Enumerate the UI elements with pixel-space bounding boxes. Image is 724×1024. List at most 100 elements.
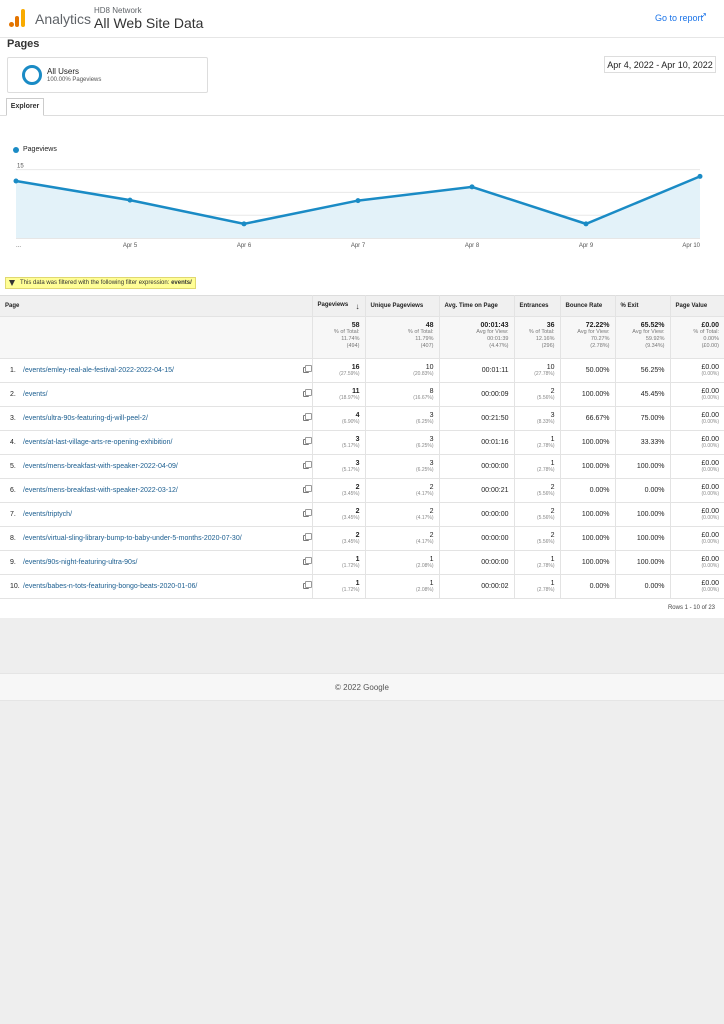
pageviews-cell-percent: (18.97%) [339, 394, 360, 401]
copy-link-icon[interactable] [302, 413, 311, 421]
pageviews-cell-percent: (1.72%) [341, 562, 360, 569]
y-tick-label: 15 [17, 164, 24, 170]
x-tick-label: Apr 10 [682, 243, 700, 249]
exit-cell-value: 0.00% [644, 487, 665, 494]
exit-cell: 100.00% [615, 454, 671, 479]
exit-cell: 0.00% [615, 478, 671, 503]
avg-time-cell: 00:00:00 [439, 502, 515, 527]
avg-time-cell: 00:01:11 [439, 358, 515, 383]
avg-time-cell-value: 00:21:50 [481, 415, 509, 422]
top-header: Analytics HD8 Network All Web Site Data … [0, 0, 724, 38]
page-link[interactable]: /events/mens-breakfast-with-speaker-2022… [23, 463, 178, 470]
col-header-pageviews[interactable]: Pageviews ↓ [312, 295, 366, 317]
page-link[interactable]: /events/emley-real-ale-festival-2022-202… [23, 367, 174, 374]
unique-pageviews-cell-value: 2 [429, 507, 434, 515]
entrances-cell-value: 2 [550, 387, 555, 395]
unique-pageviews-cell-percent: (16.67%) [413, 394, 434, 401]
filter-notice: This data was filtered with the followin… [5, 277, 196, 289]
data-point[interactable] [127, 197, 133, 203]
pageviews-cell: 11 (18.97%) [312, 382, 366, 407]
total-entrances-value: 36 [546, 322, 555, 329]
table-header-row: Page Pageviews ↓ Unique Pageviews Avg. T… [0, 295, 724, 317]
copy-link-icon[interactable] [302, 437, 311, 445]
data-point[interactable] [355, 198, 361, 204]
total-entrances-note: % of Total: [528, 329, 555, 335]
copy-link-icon[interactable] [302, 581, 311, 589]
page-link[interactable]: /events/triptych/ [23, 511, 73, 518]
data-point[interactable] [697, 173, 703, 179]
copy-link-icon[interactable] [302, 533, 311, 541]
unique-pageviews-cell: 3 (6.25%) [365, 406, 440, 431]
pageviews-cell: 3 (5.17%) [312, 430, 366, 455]
pageviews-cell-value: 16 [351, 363, 360, 371]
unique-pageviews-cell: 1 (2.08%) [365, 550, 440, 575]
total-entrances-note: 12.16% [535, 336, 555, 342]
exit-cell: 100.00% [615, 526, 671, 551]
avg-time-cell: 00:00:09 [439, 382, 515, 407]
page-link[interactable]: /events/mens-breakfast-with-speaker-2022… [23, 487, 178, 494]
entrances-cell: 2 (5.56%) [514, 478, 561, 503]
page-link[interactable]: /events/babes-n-tots-featuring-bongo-bea… [23, 583, 198, 590]
segment-card[interactable]: All Users 100.00% Pageviews [7, 57, 208, 93]
totals-row: 58% of Total: 11.74% (494) 48% of Total: 11.… [0, 316, 724, 359]
page-link[interactable]: /events/ultra-90s-featuring-dj-will-peel… [23, 415, 148, 422]
copy-link-icon[interactable] [302, 485, 311, 493]
col-header-entrances[interactable]: Entrances [514, 295, 561, 317]
unique-pageviews-cell: 3 (6.25%) [365, 454, 440, 479]
table-row: 8. /events/virtual-sling-library-bump-to-… [0, 526, 724, 551]
bounce-rate-cell: 100.00% [560, 502, 616, 527]
unique-pageviews-cell-value: 10 [425, 363, 434, 371]
row-index: 8. [10, 535, 16, 542]
page-value-cell: £0.00 (0.00%) [670, 406, 724, 431]
total-exit-value: 65.52% [640, 322, 665, 329]
page-link[interactable]: /events/90s-night-featuring-ultra-90s/ [23, 559, 138, 566]
exit-cell: 100.00% [615, 550, 671, 575]
page-value-cell-value: £0.00 [701, 459, 719, 467]
tab-explorer[interactable]: Explorer [6, 98, 44, 116]
col-header-avg-time[interactable]: Avg. Time on Page [439, 295, 515, 317]
segment-name: All Users [47, 67, 80, 76]
copy-link-icon[interactable] [302, 461, 311, 469]
data-point[interactable] [469, 184, 475, 190]
date-range-selector[interactable]: Apr 4, 2022 - Apr 10, 2022 [604, 56, 716, 73]
data-point[interactable] [241, 221, 247, 227]
pageviews-cell-value: 2 [355, 531, 360, 539]
data-point[interactable] [13, 178, 19, 184]
data-point[interactable] [583, 221, 589, 227]
avg-time-cell-value: 00:00:00 [481, 511, 509, 518]
pageviews-cell: 3 (5.17%) [312, 454, 366, 479]
total-unique-pageviews-note: (407) [420, 343, 434, 349]
page-value-cell: £0.00 (0.00%) [670, 478, 724, 503]
total-page-value-note: 0.00% [703, 336, 719, 342]
analytics-logo-icon [9, 9, 25, 27]
col-header-page-value[interactable]: Page Value [670, 295, 724, 317]
col-header-exit[interactable]: % Exit [615, 295, 671, 317]
page-link[interactable]: /events/ [23, 391, 48, 398]
pageviews-cell-value: 3 [355, 459, 360, 467]
copy-link-icon[interactable] [302, 389, 311, 397]
col-header-unique-pageviews[interactable]: Unique Pageviews [365, 295, 440, 317]
row-index: 1. [10, 367, 16, 374]
copy-link-icon[interactable] [302, 557, 311, 565]
pageviews-cell-percent: (3.45%) [341, 490, 360, 497]
page-value-cell-percent: (0.00%) [701, 514, 719, 521]
col-header-page[interactable]: Page [0, 295, 313, 317]
legend-marker-icon [13, 147, 19, 153]
exit-cell-value: 45.45% [640, 391, 665, 398]
col-header-bounce-rate[interactable]: Bounce Rate [560, 295, 616, 317]
exit-cell-value: 56.25% [640, 367, 665, 374]
copy-link-icon[interactable] [302, 509, 311, 517]
pageviews-cell-value: 2 [355, 483, 360, 491]
pageviews-cell-percent: (1.72%) [341, 586, 360, 593]
go-to-report-link[interactable]: Go to report [654, 13, 703, 23]
avg-time-cell-value: 00:00:21 [481, 487, 509, 494]
footer-copyright: © 2022 Google [0, 673, 724, 701]
copy-link-icon[interactable] [302, 365, 311, 373]
page-link[interactable]: /events/virtual-sling-library-bump-to-ba… [23, 535, 242, 542]
row-index: 6. [10, 487, 16, 494]
avg-time-cell-value: 00:00:00 [481, 559, 509, 566]
page-cell: 2. /events/ [0, 382, 313, 407]
page-link[interactable]: /events/at-last-village-arts-re-opening-… [23, 439, 173, 446]
table-row: 5. /events/mens-breakfast-with-speaker-20… [0, 454, 724, 479]
